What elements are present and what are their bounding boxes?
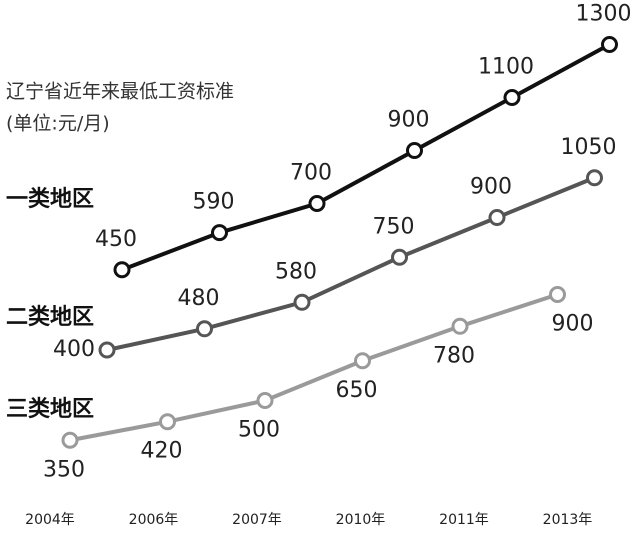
- series-name: 三类地区: [6, 397, 94, 422]
- line: [69, 292, 559, 443]
- point: [308, 195, 326, 212]
- value-label: 1050: [561, 135, 617, 160]
- x-tick-label: 2006年: [129, 512, 179, 528]
- value-label: 590: [193, 190, 235, 215]
- point: [113, 261, 131, 279]
- chart-subtitle: (单位:元/月): [6, 113, 110, 135]
- point: [586, 169, 603, 187]
- value-label: 580: [275, 259, 317, 284]
- value-label: 400: [53, 337, 95, 362]
- point: [488, 209, 506, 226]
- x-tick-label: 2007年: [232, 512, 282, 528]
- point: [159, 413, 176, 431]
- point: [391, 248, 408, 266]
- chart-title: 辽宁省近年来最低工资标准: [6, 81, 234, 103]
- value-label: 450: [95, 227, 137, 252]
- x-tick-label: 2004年: [25, 512, 75, 528]
- value-label: 1300: [576, 2, 632, 27]
- point: [354, 352, 371, 370]
- x-tick-label: 2011年: [439, 512, 489, 528]
- series-name: 一类地区: [6, 187, 94, 212]
- value-label: 480: [178, 286, 220, 311]
- point: [549, 286, 566, 303]
- x-tick-label: 2013年: [543, 512, 593, 528]
- value-label: 780: [433, 343, 475, 368]
- value-label: 900: [470, 175, 512, 200]
- line: [106, 175, 596, 352]
- point: [211, 224, 228, 242]
- value-label: 1100: [478, 55, 534, 80]
- value-label: 700: [290, 161, 332, 186]
- point: [98, 341, 116, 359]
- x-tick-label: 2010年: [336, 512, 386, 528]
- value-label: 500: [238, 418, 280, 443]
- value-label: 900: [388, 108, 430, 133]
- point: [196, 320, 213, 338]
- point: [451, 317, 469, 335]
- point: [601, 36, 618, 53]
- value-label: 420: [141, 439, 183, 464]
- value-label: 650: [336, 378, 378, 403]
- point: [406, 142, 423, 159]
- value-label: 750: [373, 214, 415, 239]
- point: [256, 392, 274, 409]
- value-label: 350: [43, 457, 85, 482]
- series-name: 二类地区: [6, 305, 94, 330]
- point: [61, 431, 79, 449]
- value-label: 900: [552, 312, 594, 337]
- point: [503, 89, 521, 106]
- line: [121, 42, 611, 272]
- point: [293, 293, 311, 311]
